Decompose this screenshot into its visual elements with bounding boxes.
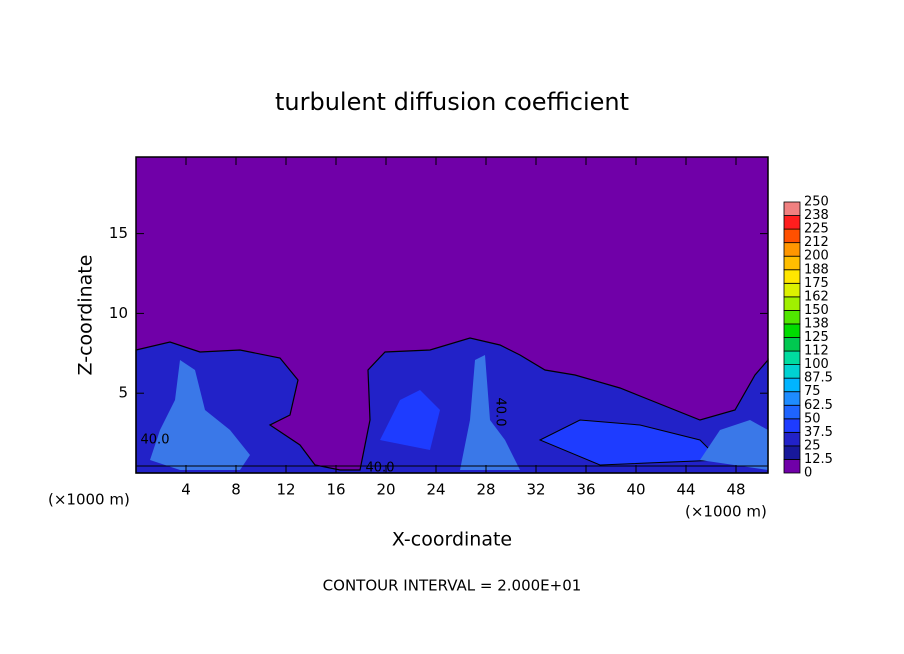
x-tick-label: 24 [426, 481, 445, 499]
field-region [538, 419, 722, 466]
field-region [460, 355, 520, 470]
x-tick-label: 48 [726, 481, 745, 499]
colorbar-label: 225 [804, 222, 829, 237]
colorbar-label: 87.5 [804, 371, 833, 386]
x-tick-label: 8 [231, 481, 241, 499]
y-tick-label: 10 [109, 304, 128, 322]
colorbar-label: 0 [804, 466, 812, 481]
colorbar-label: 150 [804, 303, 829, 318]
colorbar-label: 175 [804, 276, 829, 291]
colorbar-label: 200 [804, 249, 829, 264]
colorbar-box [783, 431, 801, 447]
x-tick-label: 20 [376, 481, 395, 499]
colorbar-label: 138 [804, 316, 829, 331]
contour-label: 40.0 [366, 461, 395, 476]
colorbar-label: 100 [804, 357, 829, 372]
colorbar-box [783, 242, 801, 257]
colorbar-box [783, 309, 801, 325]
colorbar-label: 250 [804, 195, 829, 210]
colorbar-box [783, 445, 801, 460]
colorbar-box [783, 255, 801, 271]
x-tick-label: 44 [676, 481, 695, 499]
colorbar-label: 125 [804, 330, 829, 345]
x-tick-label: 16 [326, 481, 345, 499]
colorbar-label: 50 [804, 411, 821, 426]
y-tick-label: 5 [118, 384, 128, 402]
plot-frame [135, 156, 769, 474]
x-axis-label: X-coordinate [392, 529, 512, 551]
colorbar-label: 162 [804, 289, 829, 304]
colorbar-box [783, 459, 801, 474]
chart-title: turbulent diffusion coefficient [275, 88, 629, 116]
y-tick-label: 15 [109, 224, 128, 242]
x-tick-label: 4 [181, 481, 191, 499]
colorbar-label: 25 [804, 438, 821, 453]
x-unit-label: (×1000 m) [685, 503, 767, 521]
contour-label: 40.0 [493, 398, 508, 427]
x-tick-label: 12 [276, 481, 295, 499]
colorbar-box [783, 337, 801, 352]
contour-field: 40.0 40.0 40.0 [135, 157, 769, 476]
colorbar-box [783, 323, 801, 338]
contour-label: 40.0 [141, 433, 170, 448]
colorbar-box [783, 228, 801, 244]
colorbar-box [783, 282, 801, 298]
x-tick-label: 28 [476, 481, 495, 499]
colorbar-box [783, 296, 801, 311]
y-axis-label: Z-coordinate [75, 255, 97, 376]
colorbar-label: 37.5 [804, 425, 833, 440]
colorbar-box [783, 404, 801, 420]
colorbar-label: 238 [804, 208, 829, 223]
colorbar-label: 75 [804, 384, 821, 399]
field-region [150, 360, 250, 470]
x-tick-label: 32 [526, 481, 545, 499]
colorbar-label: 112 [804, 344, 829, 359]
colorbar-box [783, 201, 801, 216]
colorbar-label: 62.5 [804, 398, 833, 413]
x-tick-label: 36 [576, 481, 595, 499]
colorbar-box [783, 377, 801, 393]
colorbar-label: 12.5 [804, 452, 833, 467]
colorbar-box [783, 269, 801, 284]
colorbar-box [783, 350, 801, 365]
colorbar-label: 188 [804, 262, 829, 277]
x-tick-label: 40 [626, 481, 645, 499]
colorbar-box [783, 364, 801, 379]
field-region [380, 390, 440, 450]
colorbar-label: 212 [804, 235, 829, 250]
field-region [700, 420, 768, 470]
x-unit-label: (×1000 m) [48, 491, 130, 509]
colorbar-box [783, 215, 801, 230]
annotation: CONTOUR INTERVAL = 2.000E+01 [323, 577, 582, 595]
colorbar-box [783, 418, 801, 433]
colorbar-box [783, 391, 801, 406]
